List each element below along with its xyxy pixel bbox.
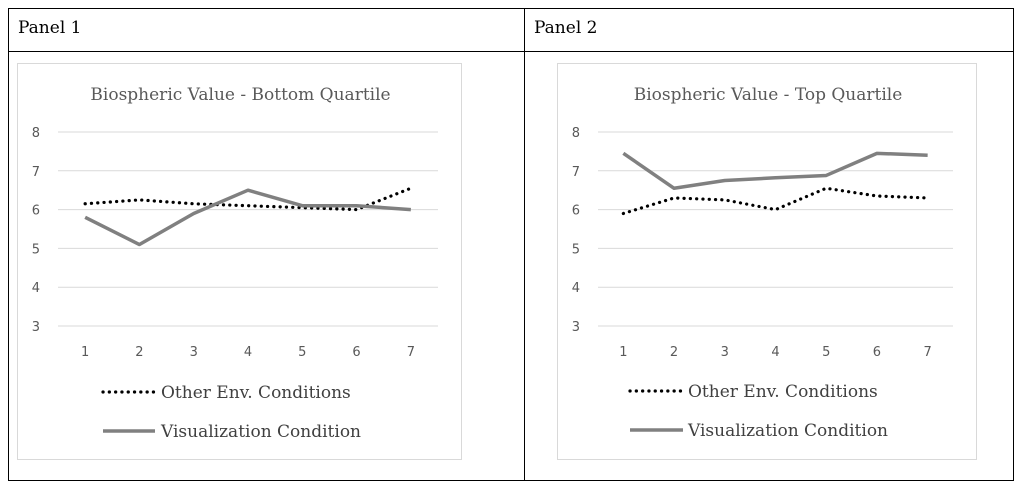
y-tick-label: 6 <box>572 204 580 219</box>
series-line-visualization <box>622 151 928 191</box>
legend-label: Visualization Condition <box>687 421 888 441</box>
x-tick-label: 1 <box>619 345 627 360</box>
panel-2-chart: Biospheric Value - Top Quartile 3 4 5 6 7 8 1 2 3… <box>557 63 977 460</box>
y-tick-label: 8 <box>32 126 40 141</box>
panel-2-label: Panel 2 <box>534 18 598 38</box>
panel-1-chart-svg: Biospheric Value - Bottom Quartile 3 4 5 6 7 8… <box>32 85 438 442</box>
x-tick-label: 5 <box>822 345 830 360</box>
x-tick-label: 7 <box>407 345 415 360</box>
legend-label: Other Env. Conditions <box>688 382 878 402</box>
chart-title: Biospheric Value - Top Quartile <box>634 85 903 105</box>
x-tick-label: 2 <box>670 345 678 360</box>
x-tick-label: 1 <box>81 345 89 360</box>
y-tick-label: 6 <box>32 204 40 219</box>
panel-divider-horizontal <box>9 51 1013 52</box>
y-tick-label: 7 <box>32 165 40 180</box>
x-tick-label: 7 <box>924 345 932 360</box>
x-tick-label: 2 <box>135 345 143 360</box>
y-tick-label: 4 <box>32 281 40 296</box>
y-tick-label: 5 <box>32 242 40 257</box>
panel-2-chart-svg: Biospheric Value - Top Quartile 3 4 5 6 7 8 1 2 3… <box>572 85 953 441</box>
panel-divider-vertical <box>524 9 525 480</box>
y-tick-label: 7 <box>572 165 580 180</box>
x-tick-label: 6 <box>352 345 360 360</box>
series-line-other-env <box>83 186 413 212</box>
legend-label: Other Env. Conditions <box>161 383 351 403</box>
y-tick-label: 8 <box>572 126 580 141</box>
x-tick-label: 4 <box>244 345 252 360</box>
x-tick-label: 3 <box>721 345 729 360</box>
legend-label: Visualization Condition <box>160 422 361 442</box>
figure-table <box>8 8 1014 481</box>
chart-title: Biospheric Value - Bottom Quartile <box>90 85 390 105</box>
y-tick-label: 4 <box>572 281 580 296</box>
x-tick-label: 4 <box>771 345 779 360</box>
y-tick-label: 5 <box>572 242 580 257</box>
x-tick-label: 3 <box>190 345 198 360</box>
panel-1-label: Panel 1 <box>18 18 82 38</box>
series-line-visualization <box>84 188 411 247</box>
x-tick-label: 5 <box>298 345 306 360</box>
x-tick-label: 6 <box>873 345 881 360</box>
y-tick-label: 3 <box>32 320 40 335</box>
y-tick-label: 3 <box>572 320 580 335</box>
panel-1-chart: Biospheric Value - Bottom Quartile 3 4 5 6 7 8… <box>17 63 462 460</box>
